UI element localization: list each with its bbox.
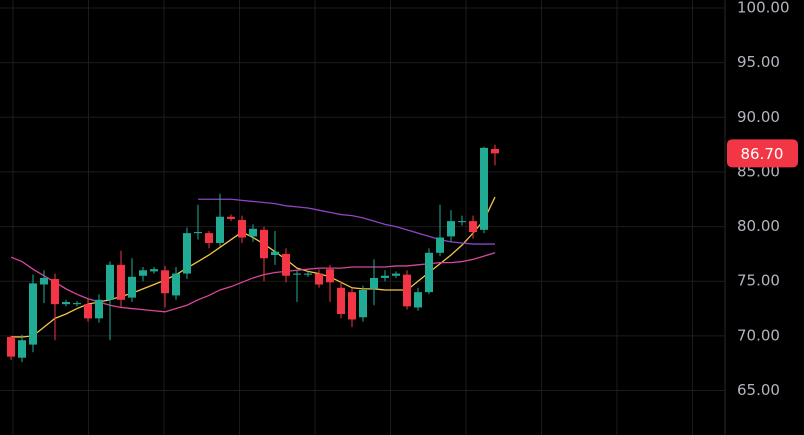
candle-body [194, 232, 202, 234]
candle-body [381, 275, 389, 278]
candle-body [249, 228, 257, 237]
candle-body [370, 277, 378, 289]
candle-body [337, 287, 345, 315]
candle-body [260, 229, 268, 259]
candle-body [458, 221, 466, 223]
candle-body [139, 270, 147, 276]
candle-body [414, 292, 422, 308]
candle-body [205, 233, 213, 243]
candle-body [436, 237, 444, 253]
candle-body [359, 289, 367, 318]
candle-body [73, 303, 81, 305]
candle-body [183, 233, 191, 274]
candle-body [315, 273, 323, 285]
candle-body [447, 221, 455, 237]
y-tick-label: 70.00 [737, 326, 780, 344]
candle-body [62, 301, 70, 305]
candle-body [491, 148, 499, 154]
last-price-badge [727, 139, 798, 168]
candle-body [7, 336, 15, 357]
candle-body [18, 340, 26, 358]
candle-body [150, 269, 158, 272]
candle-body [51, 279, 59, 305]
candle-body [238, 220, 246, 238]
candle-body [29, 283, 37, 345]
moving-average-line [198, 198, 495, 245]
candle-body [128, 276, 136, 298]
y-tick-label: 100.00 [737, 0, 790, 16]
candle-body [106, 264, 114, 300]
y-tick-label: 80.00 [737, 217, 780, 235]
candle-body [326, 269, 334, 283]
candle-body [282, 253, 290, 276]
candle-body [271, 251, 279, 255]
candle-body [216, 216, 224, 243]
moving-average-line [10, 252, 496, 313]
candle-body [469, 221, 477, 233]
candle-body [403, 274, 411, 307]
candle-body [95, 299, 103, 319]
candle-body [304, 273, 312, 275]
y-tick-label: 75.00 [737, 272, 780, 290]
candle-body [293, 273, 301, 275]
candle-body [425, 252, 433, 293]
candle-body [172, 273, 180, 296]
y-tick-label: 65.00 [737, 381, 780, 399]
last-price-label: 86.70 [741, 145, 784, 163]
candle-body [392, 273, 400, 276]
y-tick-label: 95.00 [737, 53, 780, 71]
candle-body [117, 264, 125, 300]
candle-body [161, 270, 169, 294]
candle-body [227, 216, 235, 219]
candle-body [84, 304, 92, 319]
candle-body [40, 277, 48, 285]
candle-body [348, 292, 356, 320]
y-tick-label: 90.00 [737, 108, 780, 126]
candle-body [480, 147, 488, 230]
